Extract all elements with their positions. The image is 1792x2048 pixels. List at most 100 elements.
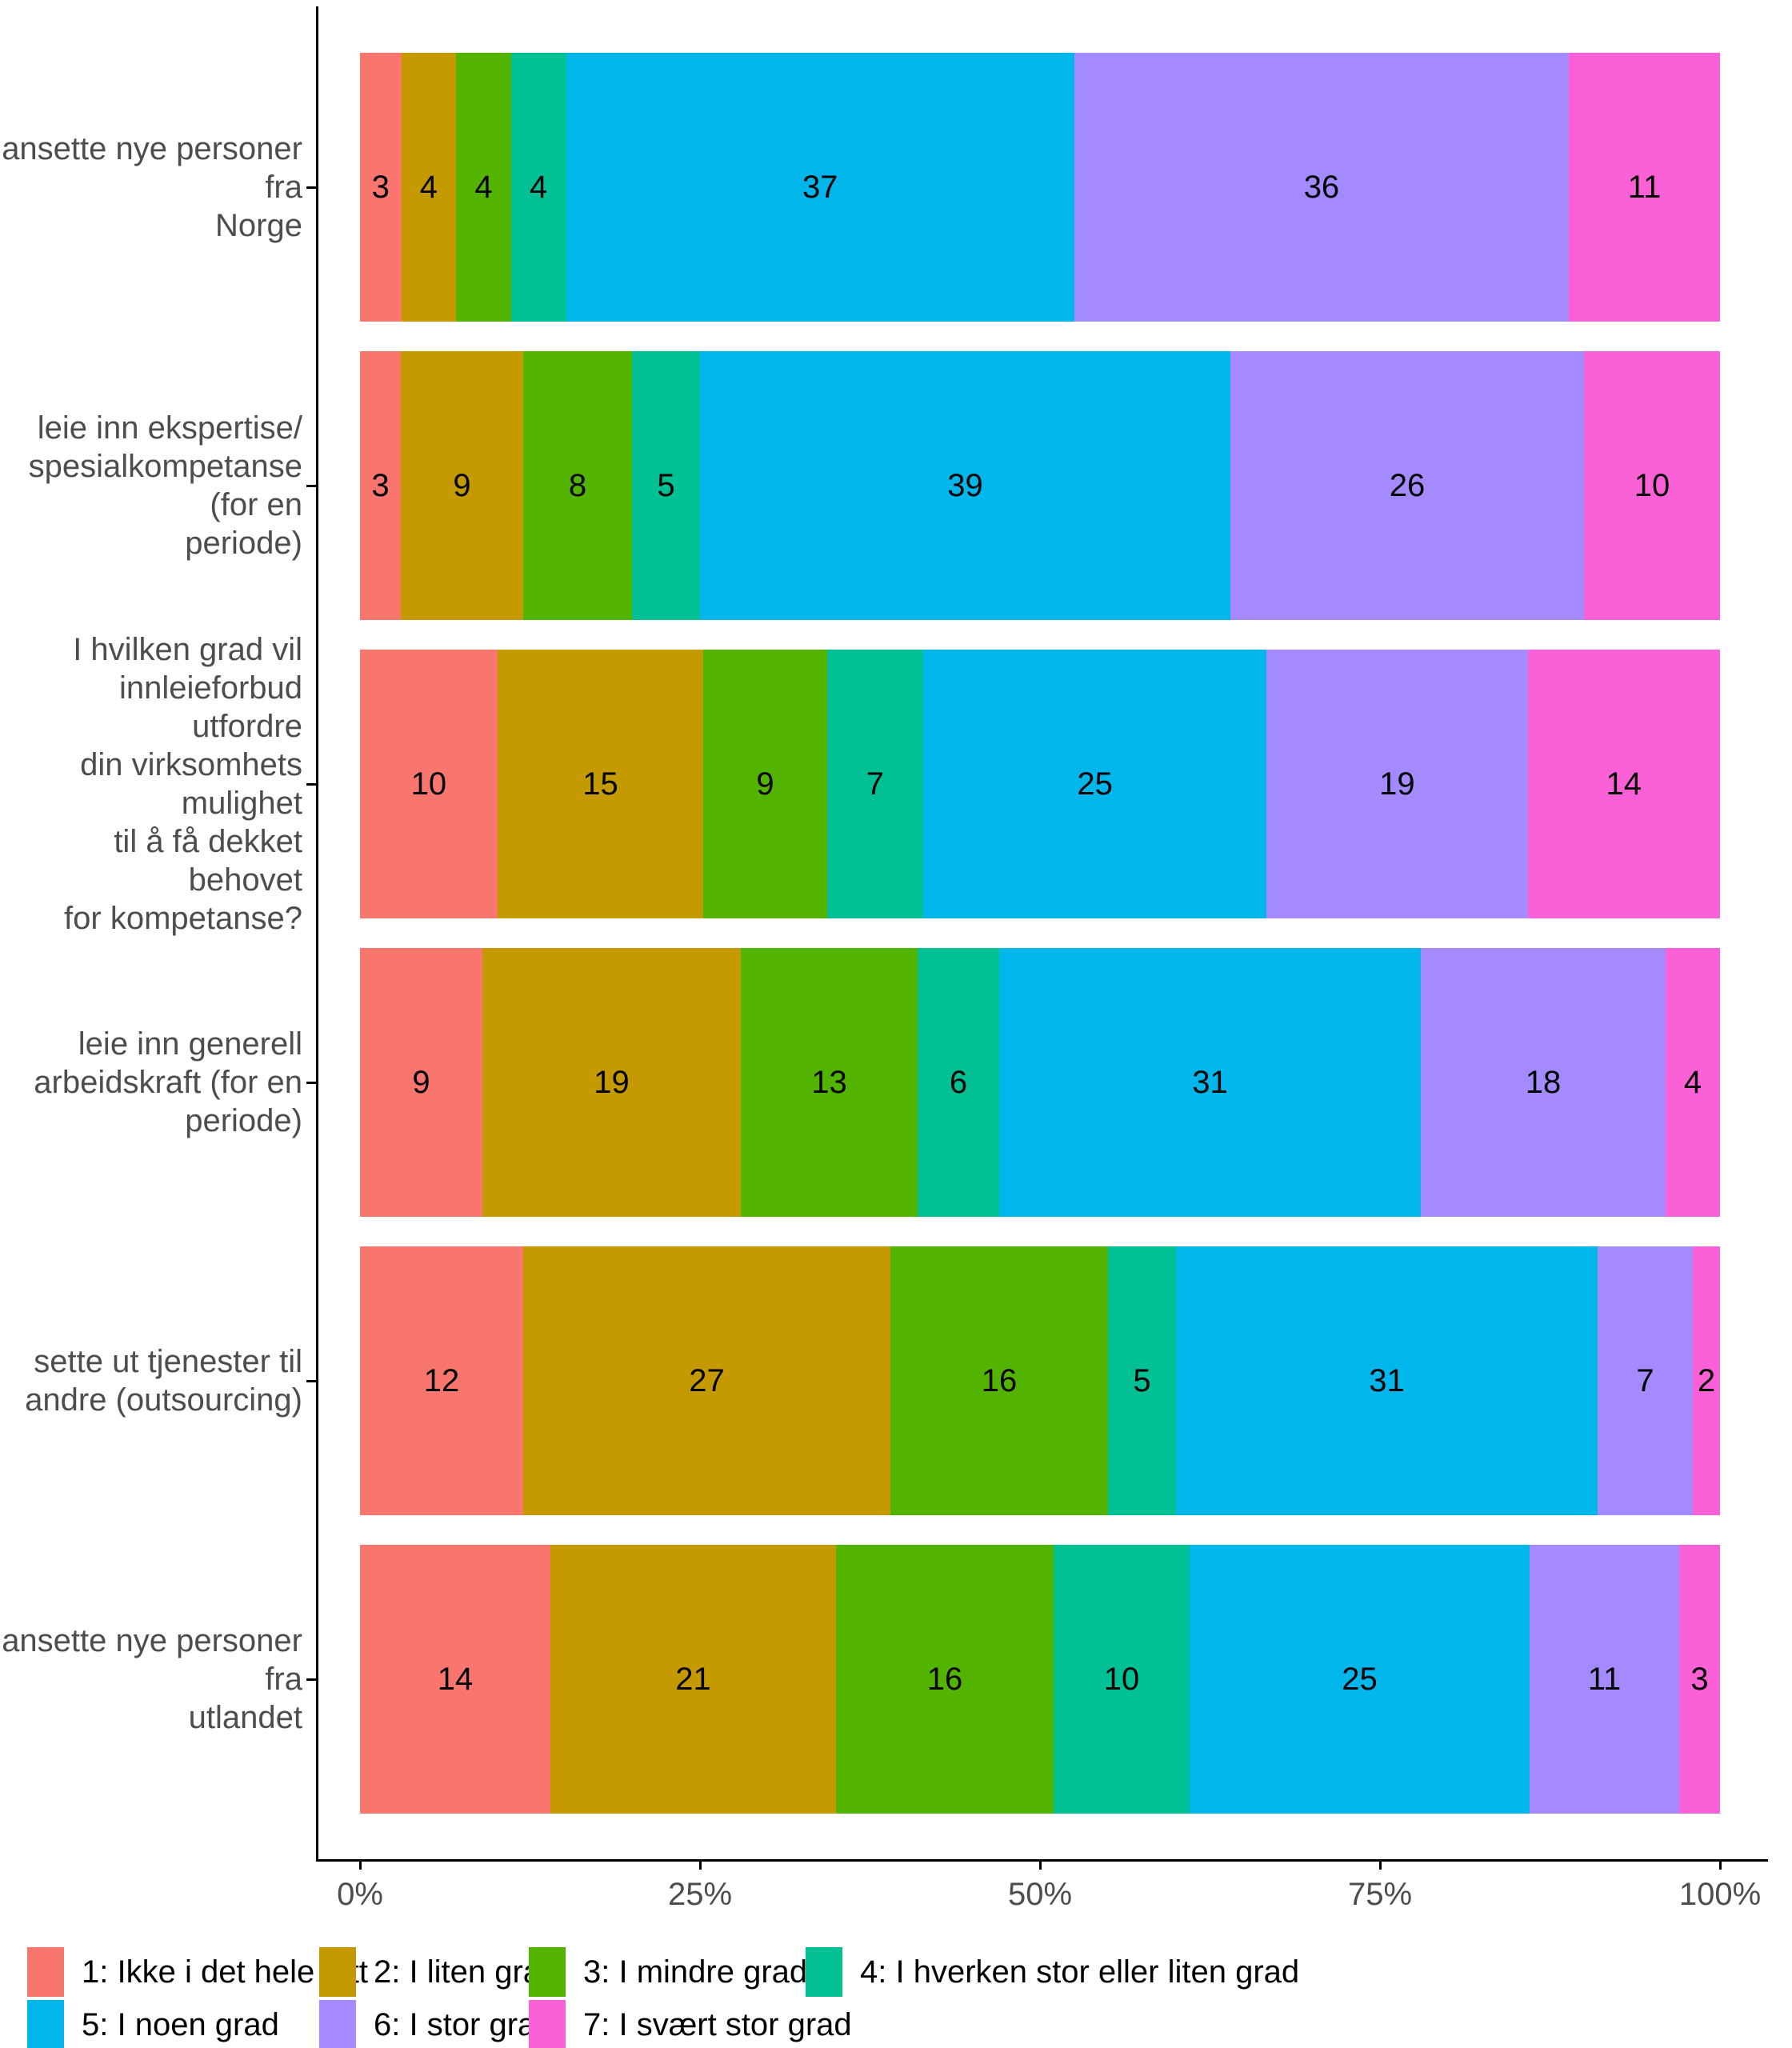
bar-value-label: 18 [1525, 1065, 1562, 1100]
bar-value-label: 4 [419, 170, 438, 205]
x-axis-tick [358, 1859, 362, 1870]
bar-segment: 21 [550, 1545, 836, 1814]
bar-segment: 25 [1190, 1545, 1530, 1814]
bar-segment: 15 [497, 650, 704, 918]
bar-segment: 31 [999, 948, 1421, 1217]
bar-segment: 10 [1584, 351, 1720, 620]
legend-item: 3: I mindre grad [529, 1947, 807, 1997]
y-axis-label: leie inn ekspertise/ spesialkompetanse (… [28, 410, 302, 561]
bar-segment: 7 [826, 650, 923, 918]
bar-segment: 37 [566, 53, 1074, 322]
legend-item: 7: I svært stor grad [529, 2000, 852, 2048]
bar-value-label: 27 [689, 1363, 725, 1398]
x-axis-tick [698, 1859, 702, 1870]
legend-key-swatch [27, 1947, 64, 1997]
bar-value-label: 2 [1697, 1363, 1716, 1398]
legend-key-swatch [27, 2000, 64, 2048]
bar-value-label: 36 [1303, 170, 1340, 205]
bar-segment: 14 [360, 1545, 550, 1814]
bar-value-label: 6 [949, 1065, 968, 1100]
legend-label: 7: I svært stor grad [583, 2006, 852, 2042]
bar-value-label: 5 [1133, 1363, 1151, 1398]
y-axis-tick [306, 1678, 317, 1681]
bar-segment: 7 [1598, 1246, 1693, 1515]
bar-segment: 5 [632, 351, 700, 620]
y-axis-tick [306, 484, 317, 487]
bar-value-label: 16 [981, 1363, 1018, 1398]
bar-segment: 19 [482, 948, 741, 1217]
legend-key-swatch [319, 2000, 356, 2048]
bar-segment: 3 [360, 351, 401, 620]
bar-segment: 19 [1266, 650, 1528, 918]
x-axis-tick [1718, 1859, 1722, 1870]
bar-segment: 4 [510, 53, 566, 322]
x-axis-tick-label: 25% [667, 1877, 733, 1912]
bar-value-label: 4 [530, 170, 548, 205]
x-axis-tick [1038, 1859, 1042, 1870]
bar-row: 3 4 4 4 37 36 11 [360, 53, 1720, 322]
bar-value-label: 39 [947, 468, 983, 503]
bar-segment: 31 [1176, 1246, 1598, 1515]
bar-value-label: 8 [568, 468, 587, 503]
bar-value-label: 9 [453, 468, 471, 503]
bar-segment: 3 [360, 53, 402, 322]
x-axis-tick-label: 100% [1678, 1877, 1762, 1912]
x-axis-tick-label: 0% [337, 1877, 383, 1912]
x-axis-tick-label: 75% [1347, 1877, 1413, 1912]
bar-row: 3 9 8 5 39 26 10 [360, 351, 1720, 620]
bar-value-label: 26 [1389, 468, 1426, 503]
legend-item: 1: Ikke i det hele tatt [27, 1947, 368, 1997]
y-axis-tick [306, 1081, 317, 1084]
bar-value-label: 10 [1634, 468, 1670, 503]
bar-value-label: 7 [866, 766, 885, 802]
x-axis-tick [1378, 1859, 1382, 1870]
bar-segment: 26 [1230, 351, 1584, 620]
bar-segment: 16 [836, 1545, 1054, 1814]
y-axis-tick [306, 186, 317, 189]
bar-segment: 16 [890, 1246, 1108, 1515]
legend-item: 4: I hverken stor eller liten grad [806, 1947, 1299, 1997]
bar-segment: 9 [401, 351, 523, 620]
bar-segment: 6 [918, 948, 999, 1217]
bar-value-label: 11 [1627, 170, 1662, 205]
bar-value-label: 13 [811, 1065, 847, 1100]
bar-value-label: 31 [1369, 1363, 1405, 1398]
bar-segment: 39 [700, 351, 1230, 620]
bar-segment: 9 [703, 650, 827, 918]
bar-value-label: 25 [1077, 766, 1113, 802]
bar-segment: 3 [1679, 1545, 1720, 1814]
bar-segment: 11 [1569, 53, 1720, 322]
bar-value-label: 15 [582, 766, 618, 802]
legend-item: 6: I stor grad [319, 2000, 554, 2048]
bar-segment: 4 [456, 53, 511, 322]
bar-value-label: 7 [1636, 1363, 1654, 1398]
bar-segment: 25 [922, 650, 1267, 918]
bar-value-label: 37 [802, 170, 838, 205]
bar-segment: 10 [1054, 1545, 1190, 1814]
bar-value-label: 14 [1606, 766, 1642, 802]
bar-value-label: 16 [926, 1662, 963, 1697]
legend-label: 2: I liten grad [374, 1954, 559, 1990]
bar-value-label: 19 [594, 1065, 630, 1100]
bar-segment: 2 [1693, 1246, 1720, 1515]
bar-segment: 9 [360, 948, 482, 1217]
bar-value-label: 31 [1192, 1065, 1228, 1100]
legend-item: 5: I noen grad [27, 2000, 319, 2048]
legend-label: 5: I noen grad [82, 2006, 279, 2042]
bar-segment: 4 [1666, 948, 1720, 1217]
bar-segment: 4 [401, 53, 457, 322]
y-axis-tick [306, 1379, 317, 1382]
bar-segment: 13 [741, 948, 918, 1217]
plot-panel [316, 6, 1768, 1862]
bar-value-label: 9 [412, 1065, 430, 1100]
legend-item: 2: I liten grad [319, 1947, 558, 1997]
legend-key-swatch [319, 1947, 356, 1997]
bar-value-label: 3 [371, 170, 390, 205]
bar-row: 9 19 13 6 31 18 4 [360, 948, 1720, 1217]
bar-segment: 14 [1527, 650, 1720, 918]
bar-value-label: 10 [1103, 1662, 1140, 1697]
bar-segment: 10 [360, 650, 498, 918]
y-axis-label: ansette nye personer fra Norge [2, 131, 302, 243]
x-axis-tick-label: 50% [1007, 1877, 1073, 1912]
